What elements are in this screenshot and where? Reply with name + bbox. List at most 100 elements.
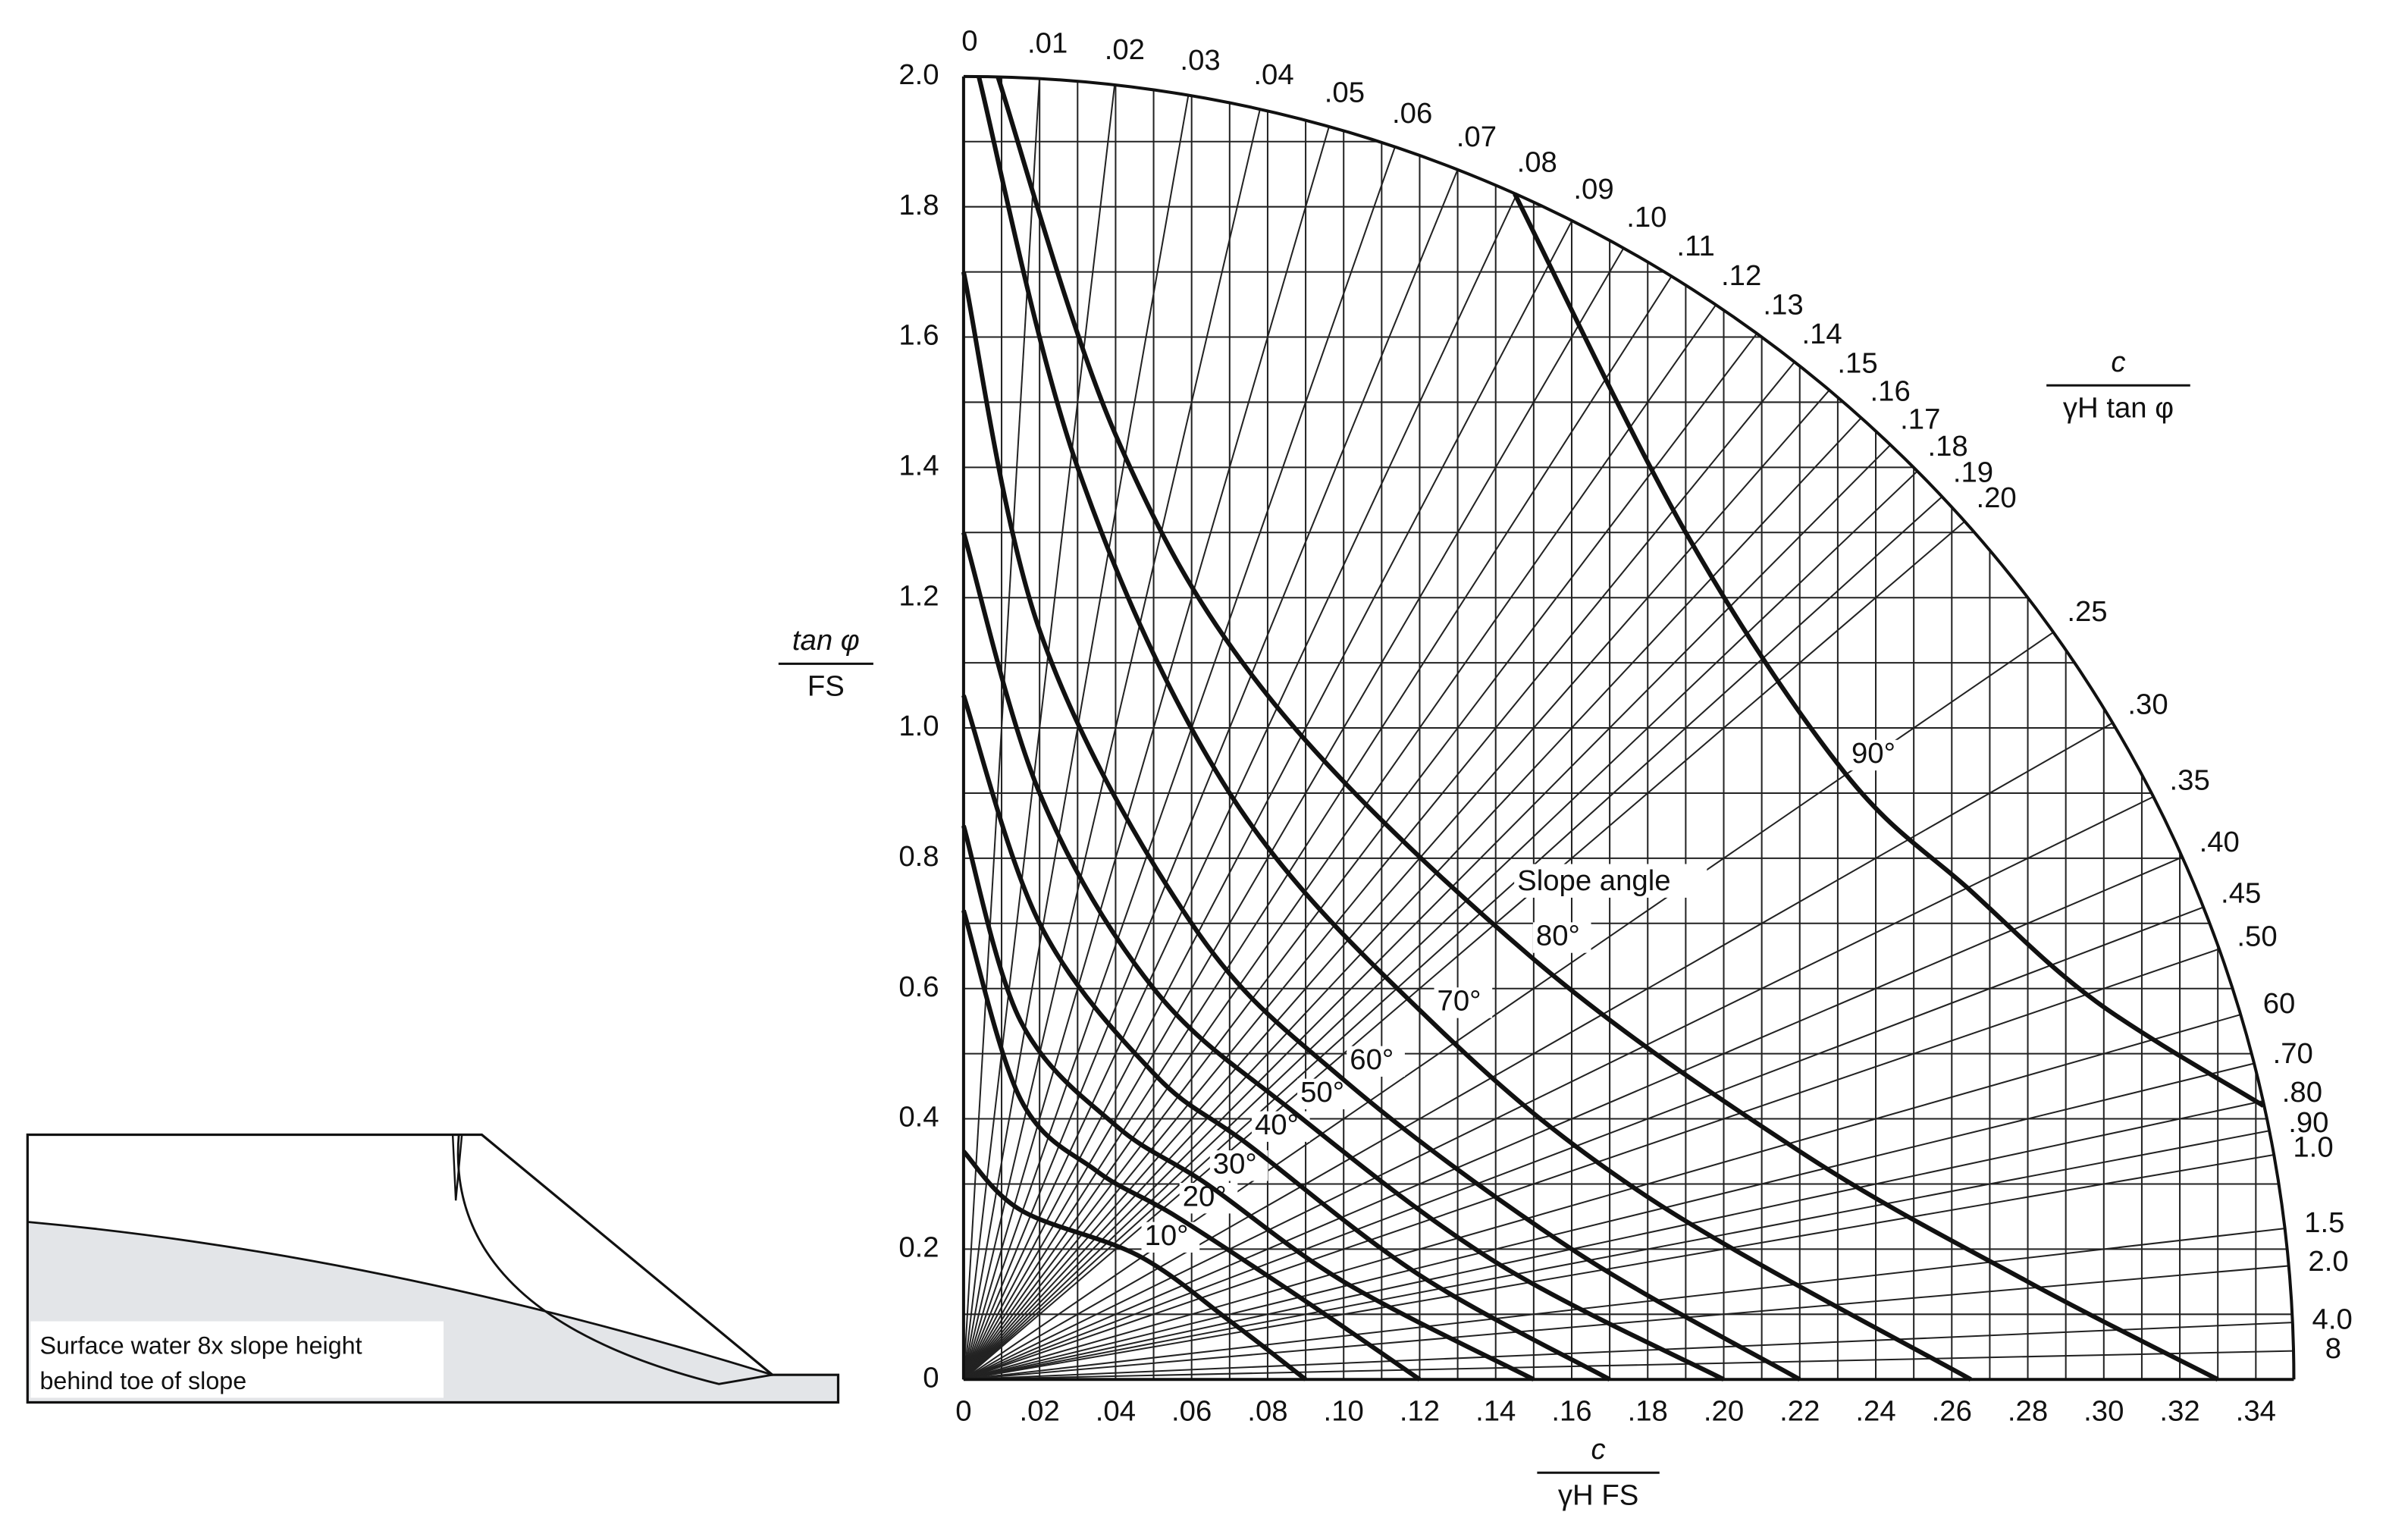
slope-curve bbox=[995, 75, 2219, 1382]
outer-arc bbox=[963, 74, 2296, 1380]
radial-tick-label: .25 bbox=[2067, 595, 2107, 628]
y-tick-label: 0.8 bbox=[898, 840, 939, 873]
axis-label-numerator: tan φ bbox=[792, 624, 860, 657]
slope-curve bbox=[1513, 193, 2265, 1108]
radial-line bbox=[963, 444, 1892, 1380]
label-bg bbox=[1434, 987, 1493, 1018]
radial-tick-label: .90 bbox=[2288, 1106, 2328, 1139]
radial-line bbox=[963, 470, 1918, 1380]
axis-label-denominator: FS bbox=[807, 670, 845, 703]
slope-curve bbox=[961, 1150, 1307, 1382]
label-bg bbox=[1347, 1046, 1405, 1077]
radial-line bbox=[963, 389, 1830, 1380]
radial-tick-label: .13 bbox=[1763, 289, 1803, 321]
radial-line bbox=[962, 95, 1190, 1380]
x-tick-label: .30 bbox=[2083, 1395, 2124, 1428]
radial-line bbox=[963, 496, 1943, 1380]
radial-tick-label: .09 bbox=[1573, 173, 1613, 205]
inset-caption: Surface water 8x slope height bbox=[39, 1331, 362, 1359]
radial-line bbox=[963, 1322, 2293, 1381]
radial-tick-label: .16 bbox=[1870, 375, 1911, 408]
y-tick-label: 0.2 bbox=[898, 1231, 939, 1264]
annotation: Slope angle bbox=[1517, 864, 1670, 897]
slope-curve bbox=[961, 909, 1422, 1382]
radial-line bbox=[962, 146, 1396, 1380]
slope-curve bbox=[961, 695, 1611, 1382]
radial-tick-label: .30 bbox=[2127, 688, 2168, 720]
x-tick-label: .12 bbox=[1400, 1395, 1440, 1428]
radial-tick-label: .20 bbox=[1976, 481, 2016, 514]
radial-tick-label: .80 bbox=[2282, 1076, 2322, 1109]
slope-angle-label: 10° bbox=[1145, 1219, 1189, 1252]
tension-crack bbox=[451, 1134, 463, 1201]
slope-angle-label: 20° bbox=[1183, 1180, 1227, 1212]
x-tick-label: .22 bbox=[1779, 1395, 1820, 1428]
radial-line bbox=[963, 795, 2154, 1381]
radial-tick-label: 4.0 bbox=[2312, 1303, 2353, 1335]
slope-angle-label: 90° bbox=[1851, 737, 1895, 770]
axis-label-denominator: γH FS bbox=[1558, 1479, 1638, 1512]
radial-line bbox=[963, 417, 1862, 1380]
x-tick-label: .34 bbox=[2236, 1395, 2276, 1428]
failure-surface bbox=[456, 1134, 773, 1385]
radial-line bbox=[962, 108, 1261, 1380]
slope-angle-label: 40° bbox=[1255, 1109, 1299, 1141]
x-tick-label: .06 bbox=[1171, 1395, 1212, 1428]
radial-tick-label: .06 bbox=[1392, 97, 1432, 130]
y-tick-label: 0.4 bbox=[898, 1101, 939, 1134]
y-tick-label: 1.2 bbox=[898, 579, 939, 612]
axis-label-numerator: c bbox=[1591, 1433, 1606, 1466]
x-tick-label: .10 bbox=[1324, 1395, 1364, 1428]
radial-line bbox=[962, 193, 1518, 1380]
radial-tick-label: .35 bbox=[2170, 764, 2210, 796]
caption-box bbox=[30, 1321, 444, 1398]
radial-line bbox=[963, 722, 2113, 1381]
radial-tick-label: 1.0 bbox=[2293, 1131, 2333, 1164]
slope-angle-label: 80° bbox=[1536, 920, 1580, 952]
radial-line bbox=[963, 1130, 2270, 1381]
slope-angle-label: 30° bbox=[1213, 1147, 1257, 1180]
radial-tick-label: .40 bbox=[2199, 826, 2240, 858]
slope-outline bbox=[26, 1133, 840, 1404]
radial-tick-label: .19 bbox=[1953, 456, 1993, 488]
y-tick-label: 1.4 bbox=[898, 449, 939, 481]
radial-tick-label: 1.5 bbox=[2304, 1206, 2344, 1239]
radial-tick-label: .11 bbox=[1676, 230, 1714, 262]
slope-angle-label: 60° bbox=[1350, 1043, 1394, 1076]
radial-tick-label: .15 bbox=[1837, 347, 1877, 379]
radial-line bbox=[963, 361, 1795, 1380]
slope-curve bbox=[961, 532, 1725, 1382]
radial-tick-label: 8 bbox=[2325, 1332, 2341, 1365]
radial-tick-label: 2.0 bbox=[2308, 1245, 2348, 1278]
y-tick-label: 0 bbox=[923, 1361, 939, 1394]
x-tick-label: .08 bbox=[1247, 1395, 1287, 1428]
x-tick-label: 0 bbox=[955, 1395, 971, 1428]
inset-caption: behind toe of slope bbox=[39, 1367, 246, 1394]
radial-line bbox=[963, 1154, 2275, 1381]
y-tick-label: 2.0 bbox=[898, 58, 939, 91]
radial-line bbox=[963, 1350, 2294, 1381]
x-tick-label: .18 bbox=[1628, 1395, 1668, 1428]
radial-tick-label: .02 bbox=[1105, 33, 1145, 66]
radial-line bbox=[963, 1062, 2255, 1381]
radial-line bbox=[963, 1014, 2241, 1381]
radial-tick-label: .10 bbox=[1626, 201, 1666, 234]
radial-tick-label: .45 bbox=[2221, 877, 2261, 910]
axis-label-numerator: c bbox=[2111, 346, 2125, 378]
axis-label-denominator: γH tan φ bbox=[2063, 392, 2174, 425]
radial-tick-label: .14 bbox=[1801, 318, 1842, 350]
radial-line bbox=[963, 1265, 2289, 1381]
radial-line bbox=[962, 126, 1330, 1380]
label-bg bbox=[1532, 922, 1591, 953]
y-tick-label: 1.6 bbox=[898, 319, 939, 352]
radial-line bbox=[962, 84, 1116, 1380]
radial-tick-label: .50 bbox=[2237, 920, 2277, 952]
radial-tick-label: .70 bbox=[2273, 1037, 2313, 1070]
slope-curve bbox=[961, 825, 1535, 1382]
radial-tick-label: .12 bbox=[1721, 259, 1761, 292]
y-tick-label: 1.0 bbox=[898, 710, 939, 742]
radial-line bbox=[963, 220, 1573, 1380]
radial-line bbox=[963, 247, 1625, 1380]
